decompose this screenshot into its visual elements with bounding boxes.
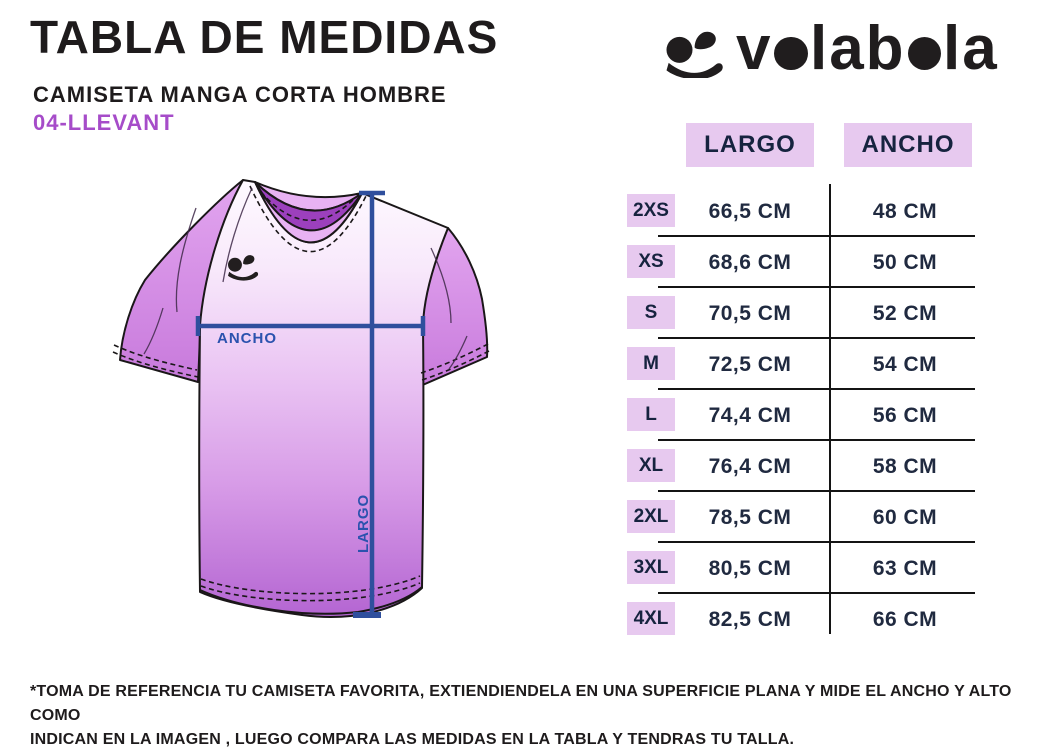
brand-logo: v lab la — [666, 14, 1036, 83]
table-column-divider — [829, 184, 831, 634]
ancho-value: 52 CM — [872, 301, 938, 325]
table-row: 4XL 82,5 CM 66 CM — [610, 594, 980, 645]
ancho-value: 58 CM — [872, 454, 938, 478]
size-table: LARGO ANCHO 2XS 66,5 CM 48 CM XS 68,6 CM… — [610, 118, 1000, 648]
fold-lines — [143, 187, 468, 370]
ancho-value: 66 CM — [872, 607, 938, 631]
footer-line-2: INDICAN EN LA IMAGEN , LUEGO COMPARA LAS… — [30, 731, 795, 748]
largo-value: 80,5 CM — [708, 556, 792, 580]
brand-wordmark: v lab la — [736, 14, 998, 83]
largo-value: 70,5 CM — [708, 301, 792, 325]
shirt-body — [198, 179, 449, 618]
table-row: S 70,5 CM 52 CM — [610, 288, 980, 339]
ancho-value: 50 CM — [872, 250, 938, 274]
stitching — [112, 185, 490, 602]
page-title: TABLA DE MEDIDAS — [30, 11, 499, 63]
ancho-value: 56 CM — [872, 403, 938, 427]
table-row: XL 76,4 CM 58 CM — [610, 441, 980, 492]
ancho-value: 48 CM — [872, 199, 938, 223]
volabola-player-icon — [666, 31, 723, 78]
table-row: M 72,5 CM 54 CM — [610, 339, 980, 390]
largo-value: 68,6 CM — [708, 250, 792, 274]
table-row: 2XS 66,5 CM 48 CM — [610, 186, 980, 237]
footer-line-1: *TOMA DE REFERENCIA TU CAMISETA FAVORITA… — [30, 683, 1012, 724]
largo-value: 82,5 CM — [708, 607, 792, 631]
chest-logo-icon — [228, 255, 259, 281]
ancho-label: ANCHO — [217, 330, 277, 347]
table-row: L 74,4 CM 56 CM — [610, 390, 980, 441]
largo-value: 78,5 CM — [708, 505, 792, 529]
footer-note: *TOMA DE REFERENCIA TU CAMISETA FAVORITA… — [30, 680, 1042, 754]
largo-value: 66,5 CM — [708, 199, 792, 223]
column-header-largo: LARGO — [686, 123, 814, 167]
ancho-value: 63 CM — [872, 556, 938, 580]
largo-label: LARGO — [355, 494, 372, 553]
size-chip: XL — [627, 449, 675, 482]
largo-value: 72,5 CM — [708, 352, 792, 376]
column-header-ancho: ANCHO — [844, 123, 972, 167]
largo-value: 74,4 CM — [708, 403, 792, 427]
size-chip: 2XL — [627, 500, 675, 533]
size-chip: 4XL — [627, 602, 675, 635]
size-chip: L — [627, 398, 675, 431]
size-chip: M — [627, 347, 675, 380]
largo-value: 76,4 CM — [708, 454, 792, 478]
hem-fold-line — [199, 586, 423, 615]
table-row: 2XL 78,5 CM 60 CM — [610, 492, 980, 543]
measurement-lines — [195, 190, 426, 618]
ancho-value: 60 CM — [872, 505, 938, 529]
table-row: 3XL 80,5 CM 63 CM — [610, 543, 980, 594]
size-chip: 3XL — [627, 551, 675, 584]
table-row: XS 68,6 CM 50 CM — [610, 237, 980, 288]
size-chip: XS — [627, 245, 675, 278]
tshirt-illustration: ANCHO LARGO — [112, 179, 490, 618]
size-chip: 2XS — [627, 194, 675, 227]
table-rows: 2XS 66,5 CM 48 CM XS 68,6 CM 50 CM S 70,… — [610, 186, 980, 645]
ancho-value: 54 CM — [872, 352, 938, 376]
product-model-code: 04-LLEVANT — [33, 110, 175, 135]
product-subtitle: CAMISETA MANGA CORTA HOMBRE — [33, 82, 447, 107]
size-chip: S — [627, 296, 675, 329]
